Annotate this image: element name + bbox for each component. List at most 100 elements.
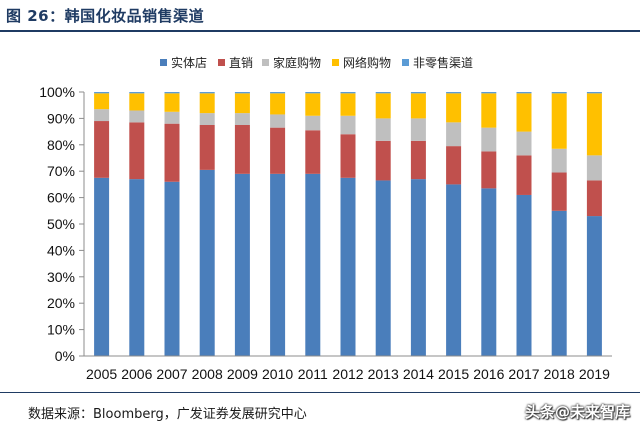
bar-segment-2015-2 (446, 122, 462, 147)
x-tick-label: 2014 (403, 366, 434, 382)
legend: 实体店 直销 家庭购物 网络购物 非零售渠道 (160, 55, 473, 70)
bar-segment-2019-0 (586, 216, 602, 356)
x-tick-label: 2019 (579, 366, 610, 382)
bar-segment-2008-0 (199, 169, 215, 356)
bar-segment-2011-0 (305, 173, 321, 356)
x-tick-label: 2017 (508, 366, 539, 382)
bar-segment-2008-2 (199, 113, 215, 125)
legend-label-0: 实体店 (171, 55, 207, 70)
bar-segment-2008-4 (199, 92, 215, 94)
y-tick-label: 50% (47, 216, 75, 232)
bar-segment-2010-2 (270, 114, 286, 128)
bar-segment-2007-1 (164, 123, 180, 182)
bar-segment-2011-4 (305, 92, 321, 94)
bar-segment-2006-4 (129, 92, 145, 94)
y-tick-label: 40% (47, 242, 75, 258)
stacked-bar-chart: 实体店 直销 家庭购物 网络购物 非零售渠道 0% 10% 20% 30% 40% 50% 60% 7… (39, 55, 612, 382)
y-tick-label: 70% (47, 163, 75, 179)
watermark: 头条@未来智库 (524, 403, 630, 421)
bar-segment-2014-0 (410, 179, 426, 356)
source-bar: 数据来源：Bloomberg，广发证券发展研究中心 头条@未来智库 (0, 392, 640, 430)
bar-segment-2005-4 (94, 92, 110, 94)
bar-segment-2013-1 (375, 140, 391, 181)
x-tick-label: 2013 (368, 366, 399, 382)
bar-segment-2007-3 (164, 93, 180, 112)
bar-segment-2018-3 (551, 93, 567, 149)
bar-segment-2011-1 (305, 130, 321, 174)
bar-segment-2009-4 (234, 92, 250, 94)
bar-segment-2017-1 (516, 155, 532, 195)
bar-segment-2009-2 (234, 113, 250, 125)
x-tick-label: 2008 (192, 366, 223, 382)
bar-segment-2018-0 (551, 210, 567, 356)
bar-segment-2016-4 (481, 92, 497, 94)
x-axis: 2005 2006 2007 2008 2009 2010 2011 2012 2013 2014… (84, 355, 612, 382)
y-tick-label: 90% (47, 110, 75, 126)
bar-segment-2019-4 (586, 92, 602, 94)
bar-segment-2006-3 (129, 93, 145, 111)
legend-label-2: 家庭购物 (273, 55, 321, 70)
bar-segment-2016-1 (481, 151, 497, 189)
bar-segment-2012-2 (340, 115, 356, 135)
bar-segment-2012-0 (340, 177, 356, 356)
y-tick-label: 20% (47, 295, 75, 311)
bar-segment-2005-0 (94, 177, 110, 356)
bar-segment-2007-0 (164, 181, 180, 356)
x-tick-label: 2015 (438, 366, 469, 382)
bar-segment-2012-1 (340, 134, 356, 178)
x-tick-label: 2011 (298, 366, 328, 382)
bar-area (94, 92, 602, 356)
bar-segment-2011-2 (305, 115, 321, 131)
x-tick-label: 2016 (473, 366, 504, 382)
bar-segment-2014-1 (410, 140, 426, 180)
bar-segment-2018-4 (551, 92, 567, 94)
bar-segment-2015-4 (446, 92, 462, 94)
bar-segment-2017-3 (516, 93, 532, 132)
bar-segment-2016-3 (481, 93, 497, 128)
bar-segment-2009-1 (234, 125, 250, 174)
x-tick-label: 2005 (86, 366, 117, 382)
figure-title: 图 26：韩国化妆品销售渠道 (6, 7, 205, 25)
legend-swatch-0 (160, 59, 167, 66)
x-tick-label: 2007 (156, 366, 187, 382)
bar-segment-2018-2 (551, 148, 567, 173)
x-tick-label: 2010 (262, 366, 293, 382)
bar-segment-2010-1 (270, 127, 286, 174)
legend-label-4: 非零售渠道 (413, 55, 473, 70)
bar-segment-2005-2 (94, 109, 110, 122)
bar-segment-2014-4 (410, 92, 426, 94)
bar-segment-2017-0 (516, 194, 532, 356)
bar-segment-2019-2 (586, 155, 602, 181)
bar-segment-2015-1 (446, 146, 462, 185)
legend-swatch-3 (332, 59, 339, 66)
bar-segment-2012-4 (340, 92, 356, 94)
bar-segment-2017-2 (516, 131, 532, 156)
bar-segment-2018-1 (551, 172, 567, 211)
x-tick-label: 2018 (544, 366, 575, 382)
bar-segment-2006-2 (129, 110, 145, 123)
bar-segment-2014-2 (410, 118, 426, 141)
bar-segment-2008-3 (199, 93, 215, 114)
bar-segment-2019-1 (586, 180, 602, 217)
legend-swatch-1 (218, 59, 225, 66)
bar-segment-2016-2 (481, 127, 497, 152)
bar-segment-2010-3 (270, 93, 286, 115)
legend-label-3: 网络购物 (343, 55, 391, 70)
source-note: 数据来源：Bloomberg，广发证券发展研究中心 (28, 407, 307, 422)
bar-segment-2011-3 (305, 93, 321, 116)
y-tick-label: 10% (47, 322, 75, 338)
bar-segment-2010-0 (270, 173, 286, 356)
y-tick-label: 0% (55, 348, 75, 364)
bar-segment-2007-4 (164, 92, 180, 94)
bar-segment-2006-1 (129, 122, 145, 180)
y-tick-label: 80% (47, 137, 75, 153)
bar-segment-2013-2 (375, 118, 391, 141)
bar-segment-2005-1 (94, 121, 110, 178)
bar-segment-2013-4 (375, 92, 391, 94)
figure-title-bar: 图 26：韩国化妆品销售渠道 (0, 0, 640, 32)
bar-segment-2009-3 (234, 93, 250, 114)
bar-segment-2017-4 (516, 92, 532, 94)
bar-segment-2007-2 (164, 111, 180, 124)
bar-segment-2015-3 (446, 93, 462, 123)
bar-segment-2009-0 (234, 173, 250, 356)
